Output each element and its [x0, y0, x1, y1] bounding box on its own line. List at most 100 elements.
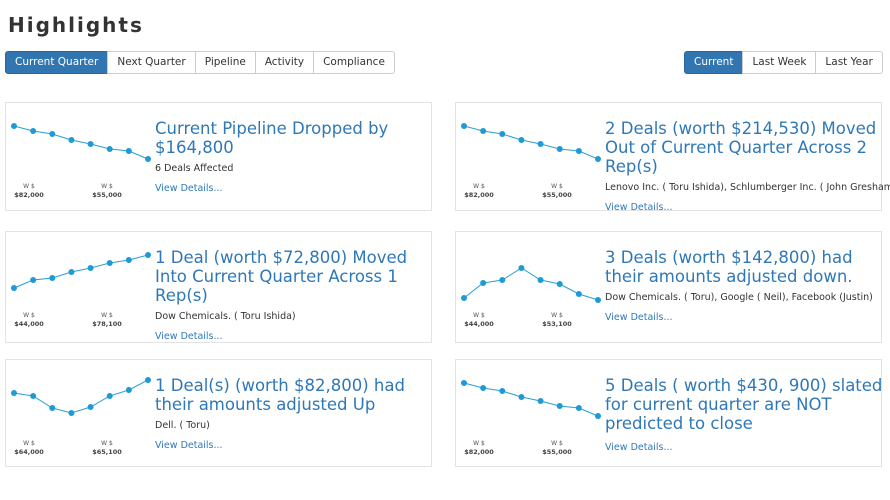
- view-details-link[interactable]: View Details...: [605, 312, 673, 323]
- view-details-link[interactable]: View Details...: [155, 440, 223, 451]
- view-details-link[interactable]: View Details...: [155, 331, 223, 342]
- sparkline-point: [68, 410, 75, 416]
- sparkline-point: [537, 398, 544, 404]
- sparkline-amount: $55,000: [542, 191, 572, 199]
- sparkline-amount: $44,000: [464, 320, 494, 328]
- sparkline-amount: $65,100: [92, 448, 122, 456]
- sparkline-amount: $55,000: [92, 191, 122, 199]
- view-details-link[interactable]: View Details...: [605, 442, 673, 453]
- sparkline-point: [125, 148, 132, 154]
- tab-group: Current Quarter Next Quarter Pipeline Activ…: [5, 51, 395, 74]
- sparkline-point: [556, 281, 563, 287]
- card-title: 1 Deal (worth $72,800) Moved Into Curren…: [155, 248, 408, 305]
- tab[interactable]: Compliance: [313, 51, 395, 74]
- sparkline-caption: W $: [551, 440, 563, 447]
- sparkline-point: [68, 137, 75, 143]
- highlight-card: W $ $82,000 W $ $55,000 2 Deals (worth $214,…: [455, 102, 890, 214]
- sparkline-caption: W $: [101, 312, 113, 319]
- card-title: 3 Deals (worth $142,800) had their amoun…: [605, 248, 853, 286]
- sparkline-point: [49, 405, 56, 411]
- page-title: Highlights: [8, 13, 144, 37]
- card-subtitle: 6 Deals Affected: [155, 163, 234, 174]
- card-subtitle: Dow Chemicals. ( Toru), Google ( Neil), …: [605, 292, 873, 303]
- sparkline-point: [595, 297, 601, 303]
- sparkline-point: [556, 403, 563, 409]
- sparkline-point: [575, 148, 582, 154]
- sparkline-point: [49, 131, 56, 137]
- sparkline-point: [68, 269, 75, 275]
- sparkline-point: [461, 123, 467, 129]
- sparkline-point: [575, 291, 582, 297]
- card-subtitle: Dow Chemicals. ( Toru Ishida): [155, 311, 296, 322]
- sparkline-point: [480, 385, 487, 391]
- sparkline-amount: $82,000: [14, 191, 44, 199]
- sparkline-point: [30, 128, 37, 134]
- sparkline-point: [480, 280, 487, 286]
- sparkline-point: [595, 413, 601, 419]
- highlight-card: W $ $82,000 W $ $55,000 5 Deals ( worth $430…: [455, 359, 882, 467]
- sparkline-line: [463, 267, 599, 301]
- card-subtitle: Lenovo Inc. ( Toru Ishida), Schlumberger…: [605, 182, 890, 193]
- sparkline-caption: W $: [473, 440, 485, 447]
- sparkline-amount: $78,100: [92, 320, 122, 328]
- period-button[interactable]: Last Year: [815, 51, 883, 74]
- sparkline-caption: W $: [551, 183, 563, 190]
- period-button[interactable]: Last Week: [742, 51, 817, 74]
- sparkline-amount: $64,000: [14, 448, 44, 456]
- card-text: 2 Deals (worth $214,530) Moved Out of Cu…: [605, 119, 890, 214]
- highlight-card: W $ $44,000 W $ $78,100 1 Deal (worth $72,80…: [5, 231, 432, 343]
- sparkline-point: [461, 295, 467, 301]
- sparkline-point: [595, 156, 601, 162]
- period-group: Current Last Week Last Year: [684, 51, 883, 74]
- card-title: 2 Deals (worth $214,530) Moved Out of Cu…: [605, 119, 877, 176]
- card-text: 3 Deals (worth $142,800) had their amoun…: [605, 248, 885, 324]
- card-subtitle: Dell. ( Toru): [155, 420, 210, 431]
- sparkline-caption: W $: [473, 312, 485, 319]
- sparkline-point: [145, 377, 151, 383]
- sparkline-point: [499, 277, 506, 283]
- sparkline-point: [145, 252, 151, 258]
- sparkline-caption: W $: [23, 440, 35, 447]
- sparkline-point: [556, 146, 563, 152]
- sparkline-point: [49, 275, 56, 281]
- sparkline-point: [87, 265, 94, 271]
- sparkline-point: [125, 387, 132, 393]
- card-title: 1 Deal(s) (worth $82,800) had their amou…: [155, 376, 405, 414]
- sparkline-line: [463, 382, 599, 417]
- sparkline-caption: W $: [23, 312, 35, 319]
- sparkline-line: [13, 254, 149, 289]
- sparkline-point: [106, 393, 113, 399]
- sparkline-point: [480, 128, 487, 134]
- sparkline-point: [537, 141, 544, 147]
- sparkline-point: [499, 388, 506, 394]
- sparkline-point: [11, 390, 17, 396]
- sparkline-amount: $82,000: [464, 448, 494, 456]
- tab[interactable]: Activity: [254, 51, 315, 74]
- sparkline-amount: $44,000: [14, 320, 44, 328]
- tab[interactable]: Next Quarter: [107, 51, 196, 74]
- card-text: 5 Deals ( worth $430, 900) slated for cu…: [605, 376, 885, 454]
- sparkline-point: [30, 393, 37, 399]
- sparkline-point: [537, 277, 544, 283]
- card-text: 1 Deal(s) (worth $82,800) had their amou…: [155, 376, 435, 452]
- highlight-card: W $ $44,000 W $ $53,100 3 Deals (worth $142,…: [455, 231, 882, 343]
- tab[interactable]: Current Quarter: [5, 51, 109, 74]
- highlight-card: W $ $64,000 W $ $65,100 1 Deal(s) (worth $82…: [5, 359, 432, 467]
- sparkline-point: [518, 137, 525, 143]
- tab[interactable]: Pipeline: [194, 51, 256, 74]
- sparkline-caption: W $: [551, 312, 563, 319]
- card-text: Current Pipeline Dropped by $164,800 6 De…: [155, 119, 435, 195]
- sparkline-point: [518, 394, 525, 400]
- view-details-link[interactable]: View Details...: [605, 202, 673, 213]
- card-title: 5 Deals ( worth $430, 900) slated for cu…: [605, 376, 883, 433]
- period-button[interactable]: Current: [684, 51, 744, 74]
- sparkline-point: [87, 141, 94, 147]
- view-details-link[interactable]: View Details...: [155, 183, 223, 194]
- highlight-card: W $ $82,000 W $ $55,000 Current Pipeline Dro…: [5, 102, 432, 211]
- sparkline-point: [11, 123, 17, 129]
